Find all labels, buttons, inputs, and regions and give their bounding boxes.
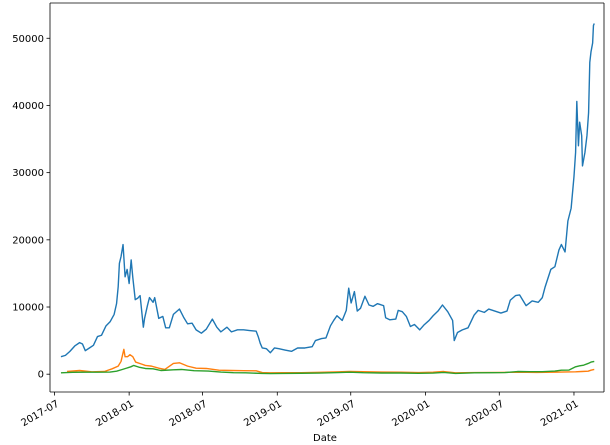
y-tick-label: 30000 [12, 168, 44, 179]
series-line-1 [60, 23, 595, 358]
y-tick-label: 10000 [12, 303, 44, 314]
x-tick-label: 2019-01 [242, 399, 284, 429]
plot-area [49, 2, 605, 393]
x-tick-label: 2021-01 [539, 399, 581, 429]
x-tick-label: 2019-07 [316, 399, 358, 429]
plot-background [50, 3, 604, 392]
y-tick-label: 40000 [12, 101, 44, 112]
x-tick-label: 2018-01 [94, 399, 136, 429]
y-tick-label: 50000 [12, 34, 44, 45]
x-tick-label: 2018-07 [168, 399, 210, 429]
x-axis-title: Date [313, 433, 337, 444]
y-tick-label: 20000 [12, 235, 44, 246]
series-line-3 [60, 360, 595, 375]
series-layer [60, 23, 595, 375]
x-axis: 2017-07 2018-01 2018-07 2019-01 2019-07 2020-… [19, 392, 581, 429]
x-tick-label: 2020-01 [390, 399, 432, 429]
x-tick-label: 2017-07 [19, 399, 61, 429]
y-tick-label: 0 [38, 370, 44, 381]
x-tick-label: 2020-07 [464, 399, 506, 429]
y-axis: 0 10000 20000 30000 40000 50000 [12, 34, 50, 381]
